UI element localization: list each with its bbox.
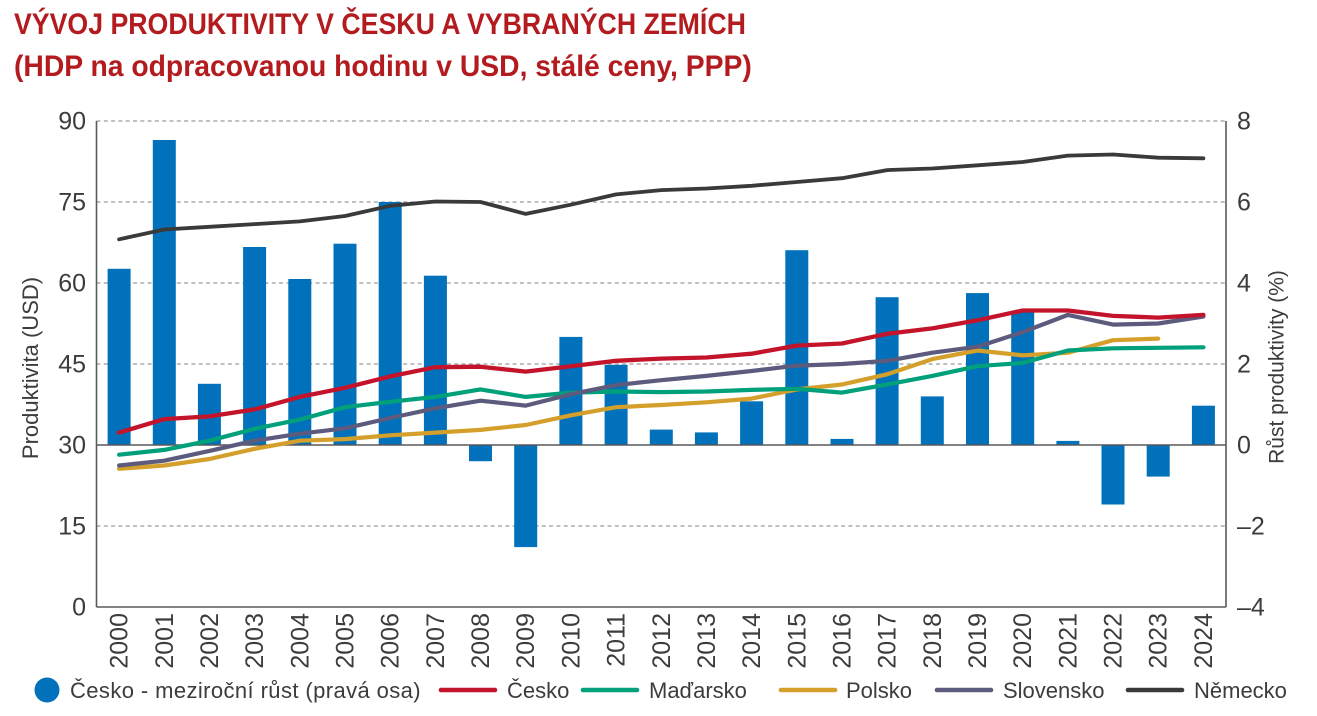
svg-text:30: 30 — [58, 432, 86, 460]
svg-text:2004: 2004 — [286, 613, 314, 669]
svg-text:2007: 2007 — [422, 613, 450, 669]
svg-text:2009: 2009 — [512, 613, 540, 669]
svg-text:60: 60 — [58, 270, 86, 298]
svg-text:2008: 2008 — [467, 613, 495, 669]
svg-text:Německo: Německo — [1194, 678, 1287, 703]
svg-text:2021: 2021 — [1054, 613, 1082, 669]
svg-text:6: 6 — [1237, 189, 1251, 217]
svg-text:2015: 2015 — [783, 613, 811, 669]
svg-text:2005: 2005 — [332, 613, 360, 669]
svg-text:Česko: Česko — [507, 678, 569, 703]
svg-text:4: 4 — [1237, 270, 1251, 298]
svg-text:2023: 2023 — [1145, 613, 1173, 669]
svg-text:Polsko: Polsko — [846, 678, 912, 703]
svg-text:2010: 2010 — [557, 613, 585, 669]
svg-text:2017: 2017 — [874, 613, 902, 669]
svg-text:2022: 2022 — [1100, 613, 1128, 669]
svg-text:8: 8 — [1237, 108, 1251, 136]
svg-text:45: 45 — [58, 351, 86, 379]
svg-text:2001: 2001 — [151, 613, 179, 669]
svg-text:Maďarsko: Maďarsko — [649, 678, 747, 703]
svg-text:2006: 2006 — [377, 613, 405, 669]
svg-text:Růst produktivity (%): Růst produktivity (%) — [1266, 270, 1289, 464]
svg-text:0: 0 — [72, 594, 86, 622]
svg-text:2018: 2018 — [919, 613, 947, 669]
svg-text:75: 75 — [58, 189, 86, 217]
svg-text:2024: 2024 — [1190, 613, 1218, 669]
svg-text:2014: 2014 — [738, 613, 766, 669]
svg-text:Slovensko: Slovensko — [1003, 678, 1105, 703]
svg-text:2020: 2020 — [1009, 613, 1037, 669]
svg-text:2019: 2019 — [964, 613, 992, 669]
svg-text:2013: 2013 — [693, 613, 721, 669]
svg-text:0: 0 — [1237, 432, 1251, 460]
svg-text:2003: 2003 — [241, 613, 269, 669]
svg-text:–2: –2 — [1237, 513, 1265, 541]
svg-text:–4: –4 — [1237, 594, 1265, 622]
svg-text:2012: 2012 — [648, 613, 676, 669]
svg-text:Česko - meziroční růst (pravá: Česko - meziroční růst (pravá osa) — [70, 678, 421, 703]
svg-text:90: 90 — [58, 108, 86, 136]
svg-text:15: 15 — [58, 513, 86, 541]
svg-text:2: 2 — [1237, 351, 1251, 379]
svg-text:2002: 2002 — [196, 613, 224, 669]
svg-text:2016: 2016 — [829, 613, 857, 669]
svg-text:2000: 2000 — [106, 613, 134, 669]
svg-text:Produktivita (USD): Produktivita (USD) — [18, 277, 43, 459]
svg-text:2011: 2011 — [603, 613, 631, 667]
